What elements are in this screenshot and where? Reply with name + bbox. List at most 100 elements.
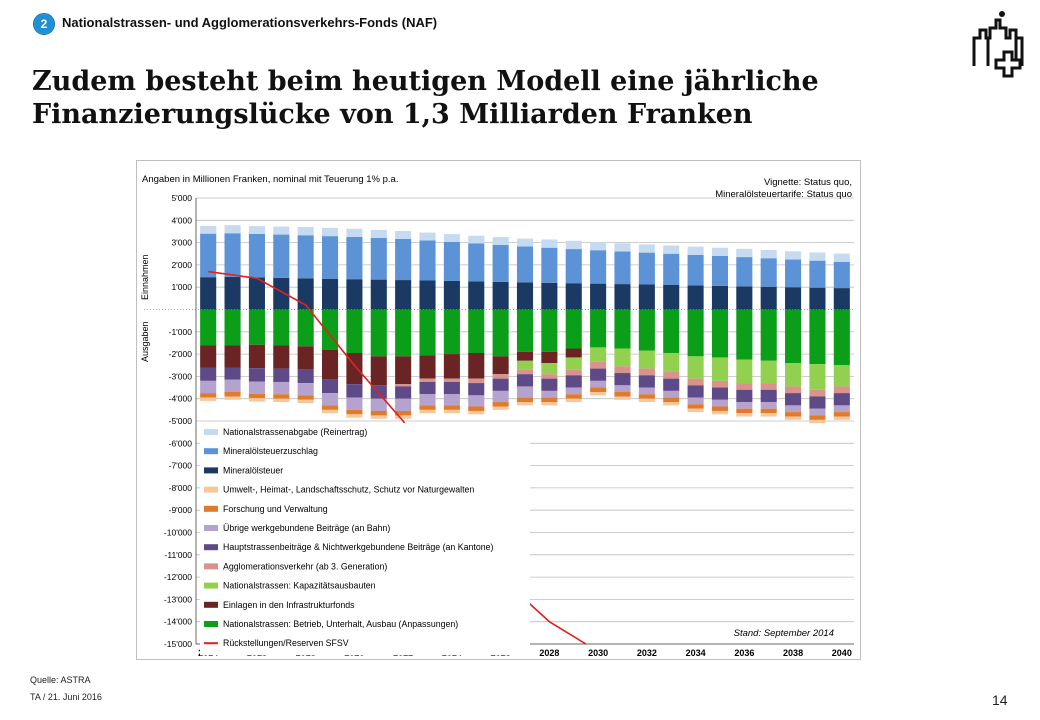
bar-kap: [711, 357, 729, 381]
bar-ms: [663, 284, 680, 310]
bar-einlagen: [370, 356, 387, 386]
bar-kap: [638, 350, 655, 369]
bar-uebrige: [590, 380, 607, 388]
bar-forschung: [346, 409, 363, 415]
bar-kap: [785, 363, 802, 387]
bar-mz: [346, 237, 363, 280]
bar-umwelt: [224, 396, 241, 400]
bar-forschung: [614, 392, 631, 397]
legend-label: Forschung und Verwaltung: [223, 504, 328, 514]
bar-nsa: [590, 241, 607, 251]
bar-forschung: [443, 405, 460, 410]
chart-note-vignette: Vignette: Status quo,: [764, 177, 852, 188]
bar-betrieb: [346, 309, 363, 353]
bar-ms: [248, 277, 265, 310]
bar-haupt: [273, 368, 290, 382]
bar-uebrige: [687, 397, 704, 405]
bar-mz: [516, 246, 534, 283]
bar-haupt: [736, 389, 753, 403]
financing-chart: 5'000 4'000 3'000 2'000 1'000 -1'000 -2'000 -3'…: [140, 174, 854, 658]
bar-uebrige: [809, 408, 826, 416]
y-tick-label: 2'000: [171, 260, 192, 270]
bar-uebrige: [492, 390, 509, 403]
slide-title-line2: Finanzierungslücke von 1,3 Milliarden Fr…: [32, 99, 753, 130]
bar-ms: [419, 280, 436, 310]
badge-ring: [33, 13, 55, 35]
legend-label: Nationalstrassen: Kapazitätsausbauten: [223, 581, 376, 591]
bar-uebrige: [736, 402, 753, 409]
bar-ms: [590, 283, 607, 310]
bar-umwelt: [297, 399, 314, 404]
legend-swatch-ms: [204, 467, 218, 474]
bar-haupt: [516, 374, 534, 387]
bar-betrieb: [370, 309, 387, 357]
bar-betrieb: [468, 309, 485, 353]
x-tick-label: 2034: [686, 648, 706, 658]
bar-forschung: [468, 406, 485, 411]
bar-forschung: [663, 397, 680, 403]
bar-haupt: [492, 378, 509, 391]
bar-agglo: [590, 361, 607, 369]
swiss-federal-logo-icon: [972, 11, 1024, 78]
bar-uebrige: [565, 387, 582, 395]
bar-nsa: [248, 226, 265, 234]
bar-betrieb: [711, 309, 729, 358]
bar-haupt: [590, 368, 607, 381]
bar-haupt: [785, 393, 802, 406]
bar-umwelt: [663, 402, 680, 406]
bar-agglo: [833, 386, 850, 394]
bar-umwelt: [395, 415, 412, 419]
bar-haupt: [248, 368, 265, 382]
y-tick-label: -7'000: [169, 461, 193, 471]
bar-betrieb: [565, 309, 582, 349]
bar-ms: [224, 276, 241, 310]
bar-ms: [443, 280, 460, 310]
bar-kap: [663, 352, 680, 372]
bar-umwelt: [760, 413, 777, 417]
bar-betrieb: [492, 309, 509, 357]
bar-forschung: [565, 394, 582, 399]
bar-nsa: [638, 244, 655, 253]
bar-ms: [809, 287, 826, 310]
bar-ms: [321, 278, 339, 310]
y-tick-label: -1'000: [169, 327, 193, 337]
bar-forschung: [590, 387, 607, 393]
bar-umwelt: [492, 406, 509, 410]
bar-forschung: [785, 412, 802, 417]
bar-haupt: [443, 381, 460, 395]
bar-agglo: [687, 378, 704, 386]
bar-haupt: [297, 369, 314, 384]
bar-kap: [516, 360, 534, 370]
bar-agglo: [492, 374, 509, 379]
bar-uebrige: [541, 390, 558, 398]
bar-umwelt: [687, 408, 704, 413]
bar-umwelt: [443, 409, 460, 414]
bar-ms: [687, 285, 704, 310]
bar-einlagen: [224, 345, 241, 368]
bar-nsa: [468, 235, 485, 244]
bar-mz: [395, 238, 412, 281]
bar-ms: [200, 277, 217, 310]
bar-ms: [395, 280, 412, 310]
bar-einlagen: [565, 348, 582, 358]
bar-nsa: [785, 251, 802, 260]
bar-forschung: [200, 393, 217, 398]
bar-nsa: [663, 245, 680, 254]
bar-agglo: [614, 366, 631, 374]
bar-betrieb: [590, 309, 607, 348]
bar-umwelt: [516, 402, 534, 406]
bar-agglo: [785, 386, 802, 394]
bar-umwelt: [590, 392, 607, 396]
bar-haupt: [760, 389, 777, 403]
legend-background: [200, 423, 530, 656]
ylabel-einnahmen: Einnahmen: [140, 254, 150, 300]
bar-mz: [370, 237, 387, 280]
bar-nsa: [395, 231, 412, 239]
bar-einlagen: [419, 355, 436, 379]
bar-forschung: [833, 412, 850, 417]
bar-uebrige: [395, 398, 412, 411]
bar-mz: [687, 254, 704, 286]
bar-ms: [273, 277, 290, 310]
chart-reserve-line: [208, 270, 587, 645]
bar-haupt: [565, 375, 582, 388]
